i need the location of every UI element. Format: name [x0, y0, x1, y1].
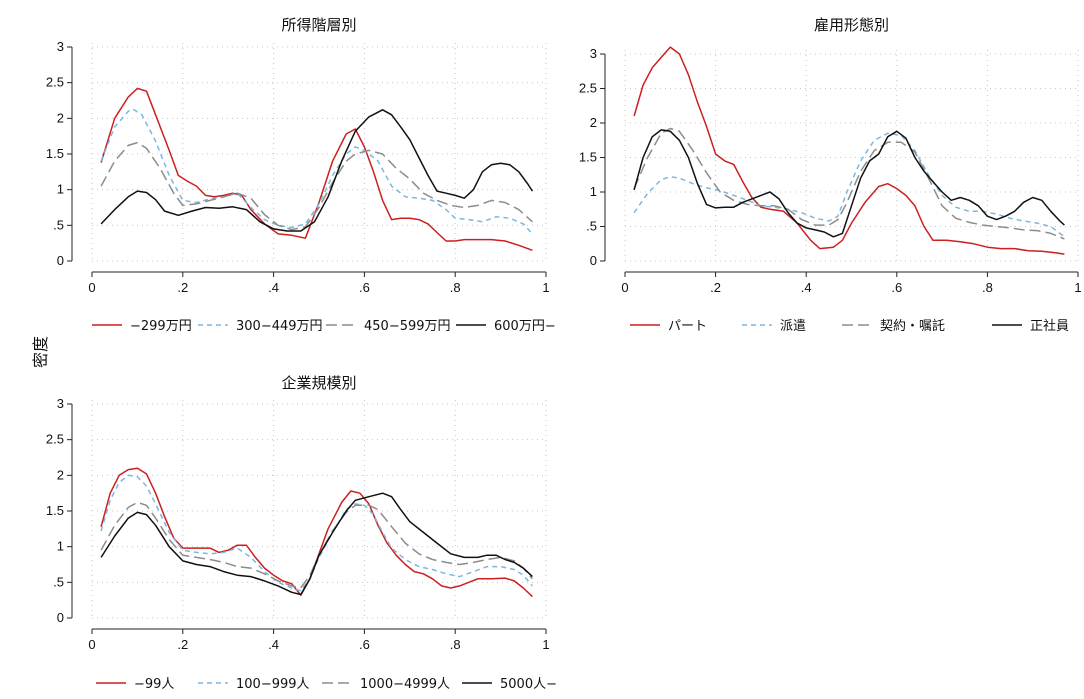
panel-income: 所得階層別 0 .2 .4 .6 .8 1 0 .5 1 1.5 2 2.5 3 −299万円 300−449… — [46, 16, 556, 334]
series-line — [100, 141, 533, 231]
series-line — [100, 467, 533, 598]
chart-title: 雇用形態別 — [814, 16, 889, 34]
x-tick-label: 1 — [1074, 280, 1081, 295]
legend-label: 100−999人 — [236, 677, 310, 692]
shared-y-axis-label: 密度 — [31, 336, 50, 368]
x-tick-label: .4 — [801, 280, 812, 295]
x-tick-label: .8 — [982, 280, 993, 295]
legend-label: −99人 — [134, 677, 174, 692]
y-tick-label: 2 — [57, 110, 64, 125]
legend-label: 契約・嘱託 — [880, 318, 945, 334]
x-tick-label: .6 — [891, 280, 902, 295]
x-tick-label: .4 — [268, 280, 279, 295]
legend-label: 600万円− — [494, 319, 556, 334]
x-tick-label: .2 — [177, 280, 188, 295]
y-tick-label: 0 — [57, 610, 64, 625]
series-line — [100, 501, 533, 589]
series-line — [633, 127, 1065, 240]
y-tick-label: 2 — [590, 115, 597, 130]
y-tick-label: 2 — [57, 467, 64, 482]
legend-label: パート — [668, 319, 707, 334]
y-tick-label: 3 — [57, 396, 64, 411]
y-tick-label: .5 — [586, 219, 597, 234]
x-tick-label: 0 — [88, 280, 95, 295]
y-tick-label: 2.5 — [46, 75, 64, 90]
chart-title: 企業規模別 — [281, 374, 356, 392]
y-tick-label: 0 — [57, 253, 64, 268]
x-tick-label: 0 — [88, 637, 95, 652]
y-tick-label: 1.5 — [579, 150, 597, 165]
series-line — [100, 109, 534, 232]
x-tick-label: 0 — [621, 280, 628, 295]
legend-label: 5000人− — [500, 677, 557, 692]
x-tick-label: .6 — [359, 280, 370, 295]
x-tick-label: 1 — [542, 637, 549, 652]
y-tick-label: 1.5 — [46, 503, 64, 518]
x-tick-label: .4 — [268, 637, 279, 652]
y-tick-label: 2.5 — [46, 432, 64, 447]
panel-firm-size: 企業規模別 0 .2 .4 .6 .8 1 0 .5 1 1.5 2 2.5 3 −99人 100−999人 1… — [46, 374, 557, 692]
series-line — [100, 87, 533, 252]
legend-label: 300−449万円 — [236, 319, 323, 334]
x-tick-label: .6 — [359, 637, 370, 652]
legend-label: 派遣 — [780, 319, 806, 334]
x-tick-label: 1 — [542, 280, 549, 295]
y-tick-label: .5 — [53, 574, 64, 589]
x-tick-label: .8 — [450, 637, 461, 652]
series-line — [633, 46, 1065, 255]
panel-employment: 雇用形態別 0 .2 .4 .6 .8 1 0 .5 1 1.5 2 2.5 3 パート 派遣 契約・嘱託 正社員 — [579, 16, 1082, 334]
y-tick-label: 1 — [57, 182, 64, 197]
x-tick-label: .2 — [177, 637, 188, 652]
legend-label: 1000−4999人 — [360, 677, 450, 692]
chart-title: 所得階層別 — [281, 16, 356, 34]
legend-label: −299万円 — [130, 319, 192, 334]
y-tick-label: .5 — [53, 217, 64, 232]
legend-label: 450−599万円 — [364, 319, 451, 334]
y-tick-label: 3 — [57, 39, 64, 54]
series-line — [633, 129, 1065, 238]
x-tick-label: .8 — [450, 280, 461, 295]
y-tick-label: 1 — [57, 539, 64, 554]
y-tick-label: 2.5 — [579, 81, 597, 96]
legend-label: 正社員 — [1030, 318, 1069, 334]
series-line — [633, 132, 1065, 238]
x-tick-label: .2 — [710, 280, 721, 295]
y-tick-label: 0 — [590, 253, 597, 268]
y-tick-label: 1 — [590, 184, 597, 199]
y-tick-label: 3 — [590, 46, 597, 61]
series-line — [100, 492, 533, 596]
y-tick-label: 1.5 — [46, 146, 64, 161]
series-line — [100, 108, 533, 235]
